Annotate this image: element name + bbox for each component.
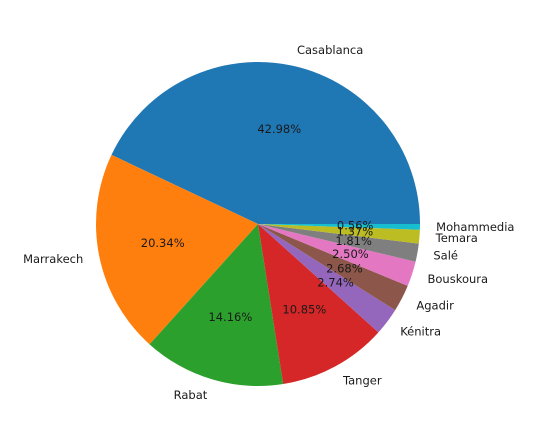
pie-category-label-mohammedia: Mohammedia bbox=[436, 220, 514, 234]
pie-percent-label-sale: 1.81% bbox=[335, 234, 372, 248]
pie-category-label-sale: Salé bbox=[433, 249, 458, 263]
pie-percent-label-bouskoura: 2.50% bbox=[332, 247, 369, 261]
pie-slice-kenitra bbox=[258, 224, 396, 333]
pie-category-labels: Casablanca Marrakech Rabat Tanger Kénitra Aga… bbox=[23, 43, 514, 402]
pie-category-label-casablanca: Casablanca bbox=[297, 43, 363, 57]
pie-category-label-temara: Temara bbox=[435, 231, 478, 245]
pie-slice-sale bbox=[258, 224, 419, 262]
pie-percent-label-agadir: 2.68% bbox=[326, 262, 363, 276]
pie-percent-label-casablanca: 42.98% bbox=[257, 122, 301, 136]
pie-slice-temara bbox=[258, 224, 420, 244]
pie-percent-label-marrakech: 20.34% bbox=[141, 236, 185, 250]
pie-slice-casablanca bbox=[111, 62, 421, 224]
pie-slice-mohammedia bbox=[258, 224, 420, 230]
pie-category-label-marrakech: Marrakech bbox=[23, 252, 83, 266]
pie-slice-rabat bbox=[149, 224, 284, 386]
pie-slice-marrakech bbox=[96, 154, 258, 345]
pie-percent-label-kenitra: 2.74% bbox=[317, 276, 354, 290]
pie-percent-labels: 42.98%20.34%14.16%10.85%2.74%2.68%2.50%1… bbox=[141, 122, 374, 324]
pie-slice-tanger bbox=[258, 224, 379, 385]
pie-category-label-tanger: Tanger bbox=[342, 374, 382, 388]
pie-slice-bouskoura bbox=[258, 224, 416, 286]
pie-percent-label-tanger: 10.85% bbox=[282, 302, 326, 316]
pie-percent-label-rabat: 14.16% bbox=[208, 310, 252, 324]
pie-slice-agadir bbox=[258, 224, 408, 311]
pie-percent-label-temara: 1.37% bbox=[337, 225, 374, 239]
pie-category-label-kenitra: Kénitra bbox=[400, 324, 441, 338]
pie-percent-label-mohammedia: 0.56% bbox=[337, 219, 374, 233]
pie-category-label-agadir: Agadir bbox=[416, 299, 454, 313]
pie-category-label-bouskoura: Bouskoura bbox=[428, 272, 489, 286]
pie-category-label-rabat: Rabat bbox=[174, 388, 208, 402]
pie-slices bbox=[96, 62, 421, 386]
